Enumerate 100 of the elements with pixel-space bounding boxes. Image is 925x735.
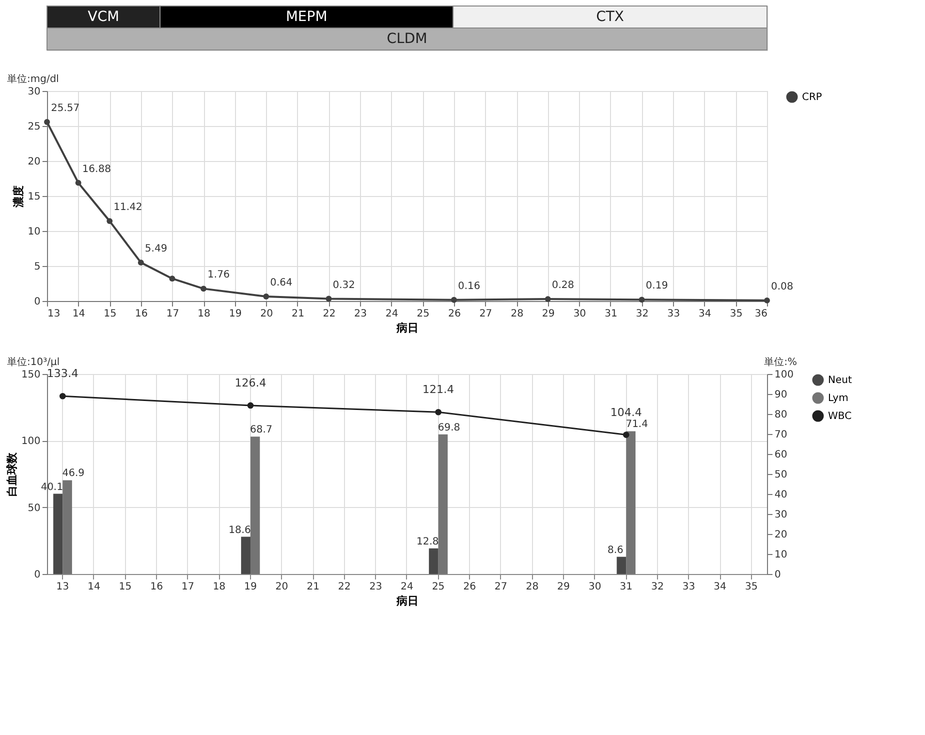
- point: [106, 218, 113, 224]
- x-axis-title: 病日: [396, 322, 418, 334]
- data-label: 121.4: [422, 383, 454, 396]
- x-tick-label: 19: [228, 308, 242, 320]
- y-tick-label: 150: [21, 370, 40, 380]
- x-tick-label: 22: [338, 582, 351, 592]
- y-tick-label: 10: [28, 226, 40, 238]
- bar: [438, 434, 448, 574]
- point: [544, 296, 551, 302]
- bar: [616, 556, 626, 574]
- y2-tick-label: 100: [774, 370, 794, 380]
- x-tick-label: 22: [322, 308, 336, 320]
- x-tick-label: 21: [306, 582, 320, 592]
- x-tick-label: 18: [198, 308, 210, 320]
- y-axis-title: 白血球数: [5, 452, 18, 496]
- y2-tick-label: 60: [774, 450, 788, 460]
- x-tick-label: 30: [573, 308, 586, 320]
- x-tick-label: 31: [620, 582, 632, 592]
- y2-tick-label: 90: [774, 390, 788, 400]
- bar: [250, 436, 260, 574]
- y2-tick-label: 50: [774, 470, 788, 480]
- x-tick-label: 24: [400, 582, 414, 592]
- bar: [428, 548, 438, 574]
- y-tick-label: 5: [34, 262, 40, 272]
- x-tick-label: 15: [118, 582, 132, 592]
- x-tick-label: 36: [754, 308, 768, 320]
- point: [138, 260, 144, 266]
- point: [764, 297, 770, 304]
- data-label: 25.57: [51, 103, 80, 114]
- point: [326, 296, 332, 302]
- x-tick-label: 32: [636, 308, 649, 320]
- x-tick-label: 31: [604, 308, 618, 320]
- data-label: 12.8: [416, 536, 439, 548]
- bar: [241, 536, 250, 574]
- x-tick-label: 18: [212, 582, 226, 592]
- y2-tick-label: 70: [774, 430, 788, 440]
- point: [622, 432, 630, 438]
- y-tick-label: 100: [21, 436, 40, 448]
- bar: [62, 480, 72, 574]
- x-tick-label: 24: [385, 308, 398, 320]
- y2-tick-label: 40: [774, 490, 788, 500]
- x-tick-label: 32: [651, 582, 664, 592]
- y2-tick-label: 10: [774, 550, 788, 560]
- point: [59, 392, 66, 400]
- data-label: 18.6: [228, 524, 251, 536]
- point: [435, 408, 442, 416]
- data-label: 8.6: [607, 544, 624, 556]
- y-tick-label: 30: [28, 86, 40, 98]
- y2-tick-label: 30: [774, 510, 788, 520]
- y2-tick-label: 0: [774, 570, 781, 580]
- x-tick-label: 33: [667, 308, 680, 320]
- x-tick-label: 17: [166, 308, 180, 320]
- x-tick-label: 29: [542, 308, 555, 320]
- x-tick-label: 21: [292, 308, 304, 320]
- point: [44, 119, 50, 125]
- x-tick-label: 20: [275, 582, 288, 592]
- data-label: 104.4: [610, 406, 642, 419]
- legend-label: Neut: [828, 375, 852, 386]
- text: 単位:10³/μl: [7, 356, 60, 368]
- y2-tick-label: 80: [774, 410, 788, 420]
- y-tick-label: 0: [34, 570, 40, 580]
- x-tick-label: 13: [56, 582, 70, 592]
- x-tick-label: 28: [526, 582, 539, 592]
- x-tick-label: 28: [510, 308, 524, 320]
- x-tick-label: 26: [448, 308, 461, 320]
- point: [200, 286, 206, 292]
- x-tick-label: 26: [463, 582, 476, 592]
- bar: [53, 494, 63, 574]
- x-tick-label: 15: [104, 308, 116, 320]
- x-tick-label: 29: [557, 582, 570, 592]
- data-label: 0.08: [771, 281, 794, 292]
- x-tick-label: 16: [150, 582, 163, 592]
- x-tick-label: 25: [416, 308, 430, 320]
- data-label: 0.32: [332, 280, 356, 291]
- data-label: 69.8: [438, 422, 460, 434]
- data-label: 0.16: [458, 280, 480, 292]
- y-tick-label: 25: [28, 122, 40, 132]
- data-label: 133.4: [46, 367, 78, 380]
- series-label: VCM: [88, 9, 120, 25]
- data-label: 11.42: [114, 202, 142, 214]
- y-tick-label: 20: [28, 156, 40, 168]
- data-label: 0.64: [270, 278, 292, 289]
- x-tick-label: 23: [354, 308, 367, 320]
- x-tick-label: 27: [479, 308, 492, 320]
- legend-label: CRP: [802, 92, 822, 103]
- series-label: CTX: [596, 9, 624, 25]
- x-tick-label: 20: [260, 308, 273, 320]
- data-label: 46.9: [62, 468, 84, 480]
- point: [638, 296, 645, 303]
- data-label: 68.7: [250, 424, 272, 436]
- x-tick-label: 27: [494, 582, 508, 592]
- data-label: 5.49: [144, 244, 168, 255]
- bar: [626, 431, 636, 574]
- x-tick-label: 23: [369, 582, 382, 592]
- x-tick-label: 34: [698, 308, 712, 320]
- y-axis-title: 濃度: [12, 186, 25, 208]
- legend-label: Lym: [828, 393, 848, 404]
- x-tick-label: 19: [244, 582, 257, 592]
- data-label: 0.28: [552, 280, 574, 292]
- legend-label: WBC: [828, 411, 852, 422]
